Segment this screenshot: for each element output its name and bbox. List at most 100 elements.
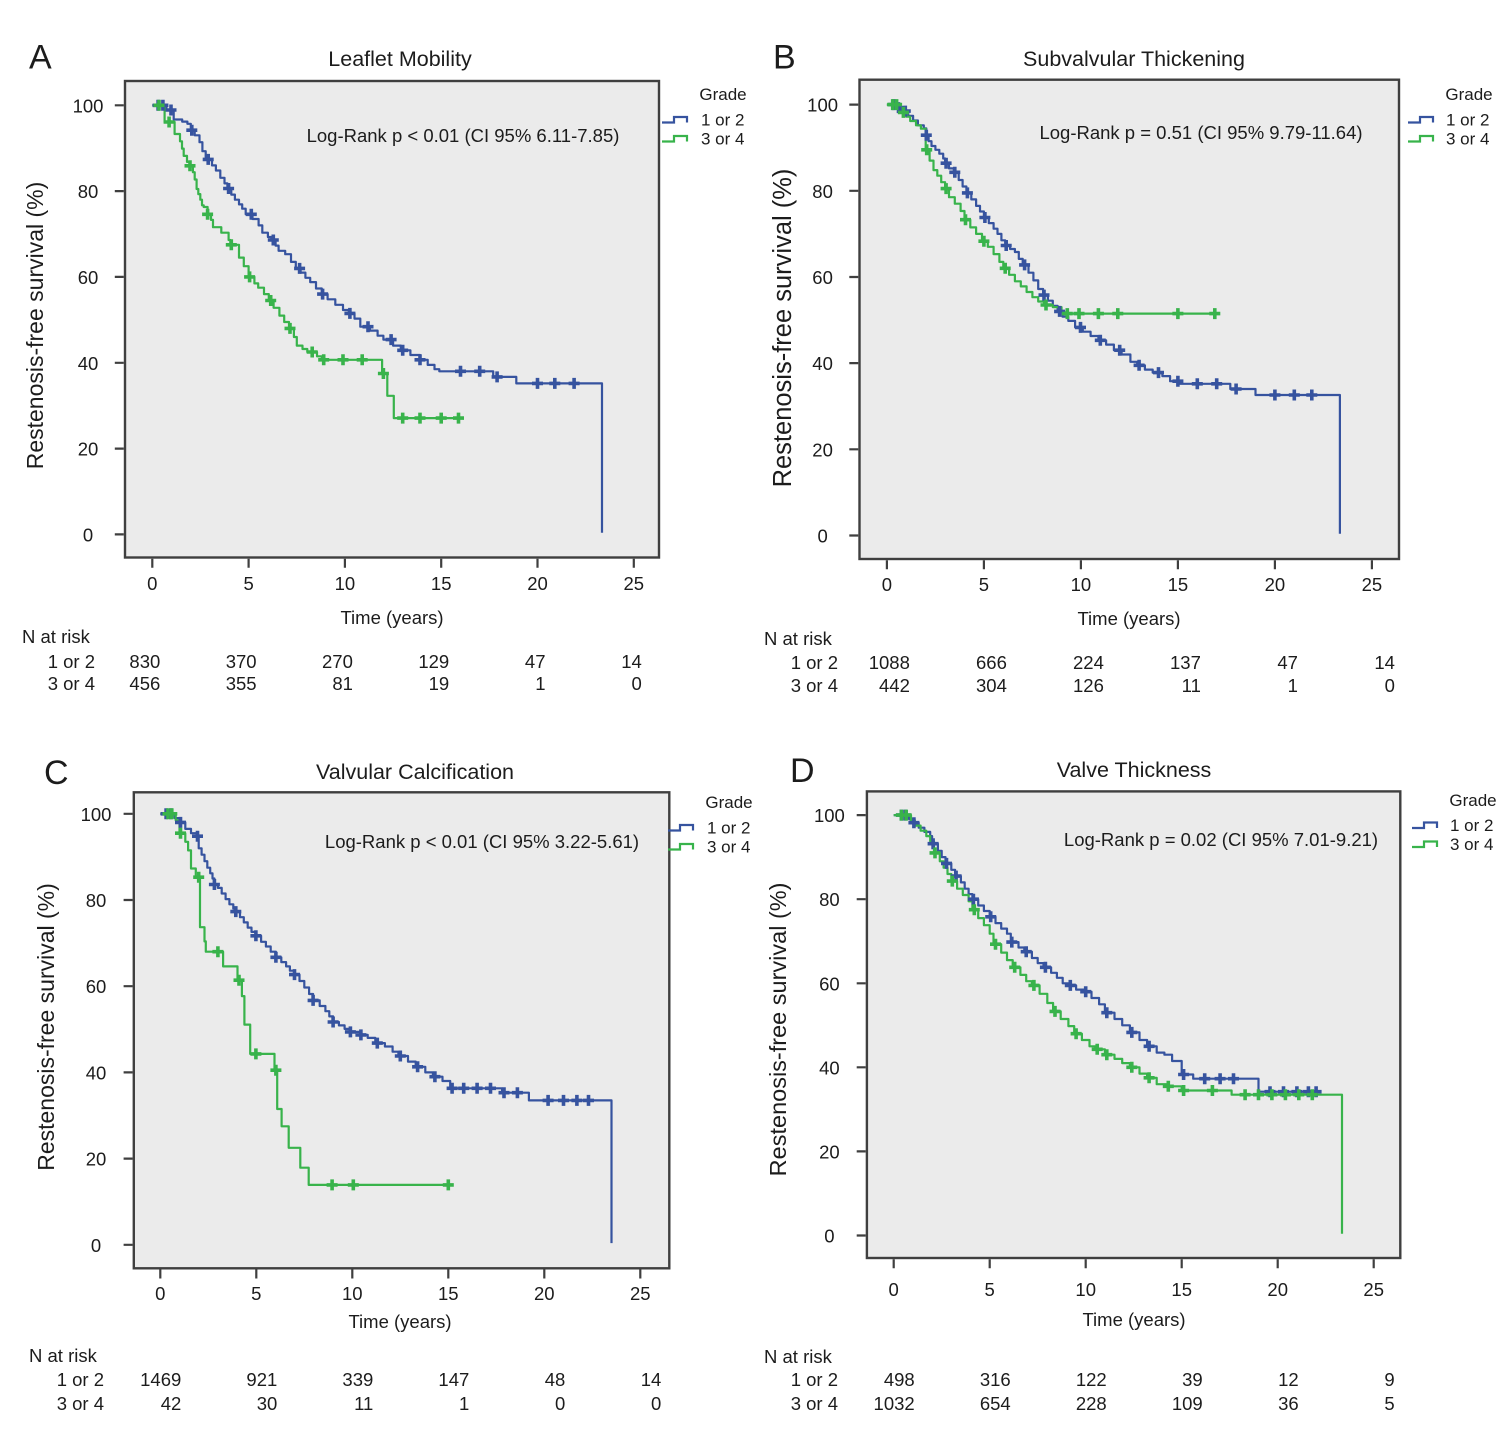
svg-text:Restenosis-free survival (%): Restenosis-free survival (%): [765, 882, 791, 1176]
svg-text:1088: 1088: [869, 652, 910, 673]
svg-text:Time (years): Time (years): [340, 607, 443, 628]
svg-text:20: 20: [527, 573, 548, 594]
svg-text:5: 5: [1384, 1393, 1394, 1414]
svg-text:60: 60: [78, 267, 99, 288]
svg-text:20: 20: [1267, 1279, 1288, 1300]
svg-text:N at risk: N at risk: [22, 626, 91, 647]
svg-text:1 or 2: 1 or 2: [701, 111, 744, 130]
svg-text:80: 80: [812, 181, 833, 202]
svg-text:0: 0: [147, 573, 157, 594]
svg-text:40: 40: [812, 353, 833, 374]
svg-text:14: 14: [1374, 652, 1395, 673]
svg-text:0: 0: [155, 1283, 165, 1304]
svg-text:48: 48: [545, 1369, 566, 1390]
svg-text:5: 5: [979, 574, 989, 595]
svg-text:137: 137: [1170, 652, 1201, 673]
svg-text:25: 25: [624, 573, 645, 594]
svg-text:228: 228: [1076, 1393, 1107, 1414]
svg-text:0: 0: [824, 1226, 834, 1247]
svg-text:Grade: Grade: [699, 85, 746, 104]
svg-text:1 or 2: 1 or 2: [48, 651, 95, 672]
svg-text:15: 15: [431, 573, 452, 594]
svg-text:60: 60: [819, 973, 840, 994]
svg-text:N at risk: N at risk: [764, 628, 833, 649]
svg-text:42: 42: [161, 1393, 182, 1414]
svg-text:47: 47: [1277, 652, 1298, 673]
svg-text:0: 0: [83, 524, 93, 545]
svg-text:654: 654: [980, 1393, 1011, 1414]
svg-text:0: 0: [882, 574, 892, 595]
svg-text:25: 25: [1362, 574, 1383, 595]
svg-text:25: 25: [1363, 1279, 1384, 1300]
svg-text:1469: 1469: [140, 1369, 181, 1390]
svg-text:1 or 2: 1 or 2: [707, 819, 750, 838]
svg-text:370: 370: [226, 651, 257, 672]
svg-text:Time (years): Time (years): [1082, 1309, 1185, 1330]
svg-text:442: 442: [879, 675, 910, 696]
svg-text:3 or 4: 3 or 4: [48, 673, 95, 694]
svg-text:15: 15: [1168, 574, 1189, 595]
svg-text:3 or 4: 3 or 4: [1450, 835, 1493, 854]
svg-text:5: 5: [251, 1283, 261, 1304]
svg-text:355: 355: [226, 673, 257, 694]
svg-text:Subvalvular Thickening: Subvalvular Thickening: [1023, 47, 1245, 71]
svg-text:830: 830: [129, 651, 160, 672]
svg-text:3 or 4: 3 or 4: [791, 1393, 838, 1414]
svg-text:921: 921: [246, 1369, 277, 1390]
svg-text:Log-Rank p < 0.01 (CI 95% 6.11: Log-Rank p < 0.01 (CI 95% 6.11-7.85): [307, 125, 620, 146]
svg-text:25: 25: [630, 1283, 651, 1304]
svg-text:5: 5: [243, 573, 253, 594]
svg-text:39: 39: [1182, 1369, 1203, 1390]
svg-text:0: 0: [817, 526, 827, 547]
svg-text:Restenosis-free survival (%): Restenosis-free survival (%): [769, 169, 797, 488]
svg-text:80: 80: [78, 181, 99, 202]
svg-text:Valve Thickness: Valve Thickness: [1057, 758, 1212, 782]
svg-text:Restenosis-free survival (%): Restenosis-free survival (%): [33, 883, 59, 1171]
svg-text:147: 147: [438, 1369, 469, 1390]
svg-text:3 or 4: 3 or 4: [791, 675, 838, 696]
svg-text:20: 20: [819, 1141, 840, 1162]
svg-text:0: 0: [555, 1393, 565, 1414]
svg-text:40: 40: [819, 1057, 840, 1078]
svg-text:Restenosis-free survival (%): Restenosis-free survival (%): [22, 182, 48, 470]
svg-text:0: 0: [1385, 675, 1395, 696]
svg-text:498: 498: [884, 1369, 915, 1390]
svg-text:C: C: [44, 754, 69, 792]
svg-text:40: 40: [86, 1062, 107, 1083]
svg-text:Grade: Grade: [1449, 791, 1496, 810]
svg-text:N at risk: N at risk: [764, 1346, 833, 1367]
svg-text:3 or 4: 3 or 4: [701, 130, 744, 149]
svg-text:3 or 4: 3 or 4: [1446, 130, 1489, 149]
svg-text:126: 126: [1073, 675, 1104, 696]
svg-text:80: 80: [819, 889, 840, 910]
svg-text:20: 20: [86, 1149, 107, 1170]
svg-text:224: 224: [1073, 652, 1104, 673]
svg-text:100: 100: [807, 95, 838, 116]
svg-text:15: 15: [1171, 1279, 1192, 1300]
svg-text:1: 1: [535, 673, 545, 694]
svg-text:100: 100: [814, 805, 845, 826]
svg-text:Grade: Grade: [705, 793, 752, 812]
svg-text:Grade: Grade: [1445, 85, 1492, 104]
svg-text:0: 0: [632, 673, 642, 694]
svg-text:14: 14: [641, 1369, 662, 1390]
svg-text:304: 304: [976, 675, 1007, 696]
svg-text:9: 9: [1384, 1369, 1394, 1390]
svg-text:Log-Rank p < 0.01 (CI 95% 3.22: Log-Rank p < 0.01 (CI 95% 3.22-5.61): [325, 831, 639, 852]
svg-text:36: 36: [1278, 1393, 1299, 1414]
svg-text:10: 10: [342, 1283, 363, 1304]
svg-text:19: 19: [429, 673, 450, 694]
svg-text:40: 40: [78, 353, 99, 374]
svg-text:456: 456: [129, 673, 160, 694]
svg-text:B: B: [773, 39, 796, 77]
svg-text:Log-Rank p = 0.51 (CI 95% 9.79: Log-Rank p = 0.51 (CI 95% 9.79-11.64): [1039, 122, 1362, 143]
svg-text:12: 12: [1278, 1369, 1299, 1390]
svg-text:1 or 2: 1 or 2: [791, 1369, 838, 1390]
svg-text:60: 60: [86, 976, 107, 997]
svg-text:1 or 2: 1 or 2: [1446, 111, 1489, 130]
svg-text:1032: 1032: [874, 1393, 915, 1414]
svg-text:10: 10: [1071, 574, 1092, 595]
svg-text:30: 30: [257, 1393, 278, 1414]
svg-text:100: 100: [81, 804, 112, 825]
svg-text:D: D: [790, 752, 815, 790]
